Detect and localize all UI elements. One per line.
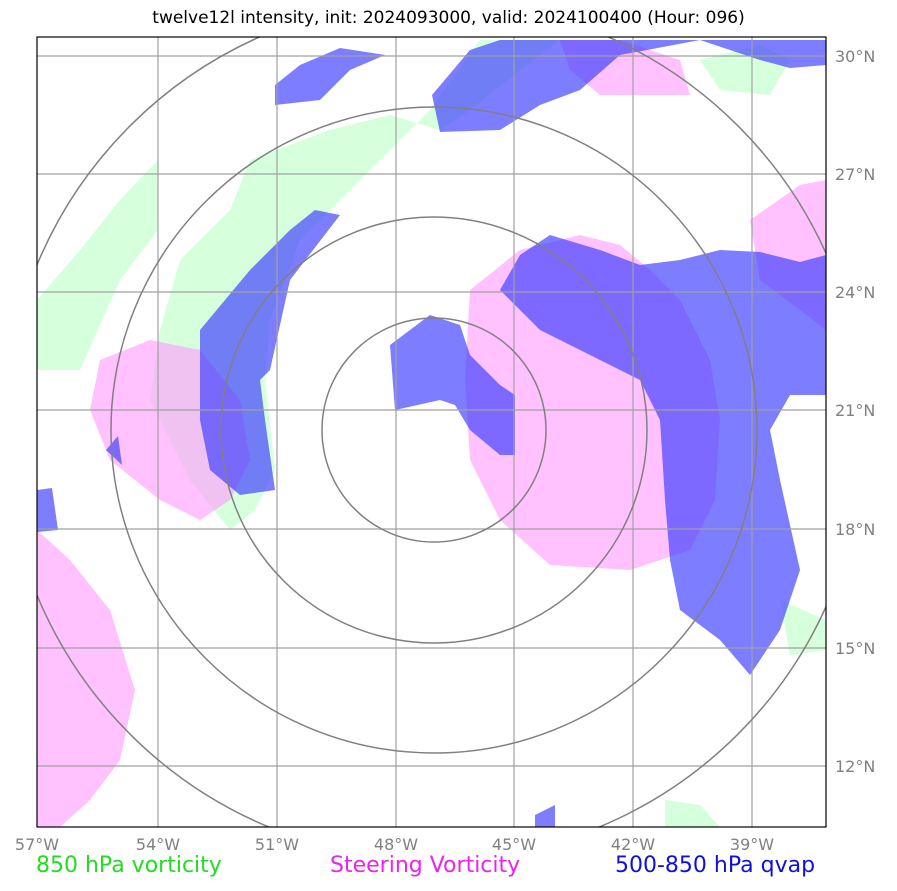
lon-label: 48°W [374, 835, 418, 854]
legend-850-vorticity: 850 hPa vorticity [36, 853, 222, 878]
lon-label: 54°W [136, 835, 180, 854]
legend-qvap: 500-850 hPa qvap [615, 853, 816, 878]
lon-label: 39°W [730, 835, 774, 854]
lon-label: 51°W [255, 835, 299, 854]
lon-label: 57°W [15, 835, 59, 854]
lat-label: 21°N [835, 401, 875, 420]
lat-label: 12°N [835, 757, 875, 776]
legend-steering-vorticity: Steering Vorticity [330, 853, 521, 878]
longitude-labels: 57°W 54°W 51°W 48°W 45°W 42°W 39°W [15, 835, 774, 854]
lat-label: 15°N [835, 639, 875, 658]
lon-label: 45°W [492, 835, 536, 854]
lat-label: 18°N [835, 520, 875, 539]
range-rings [37, 37, 826, 827]
lat-label: 30°N [835, 47, 875, 66]
latitude-labels: 30°N 27°N 24°N 21°N 18°N 15°N 12°N [835, 47, 875, 776]
lat-label: 27°N [835, 165, 875, 184]
qvap-layer [37, 40, 826, 827]
lat-label: 24°N [835, 283, 875, 302]
lon-label: 42°W [611, 835, 655, 854]
map-frame [36, 36, 827, 828]
gridlines [37, 37, 826, 827]
map-title: twelve12l intensity, init: 2024093000, v… [152, 8, 745, 28]
